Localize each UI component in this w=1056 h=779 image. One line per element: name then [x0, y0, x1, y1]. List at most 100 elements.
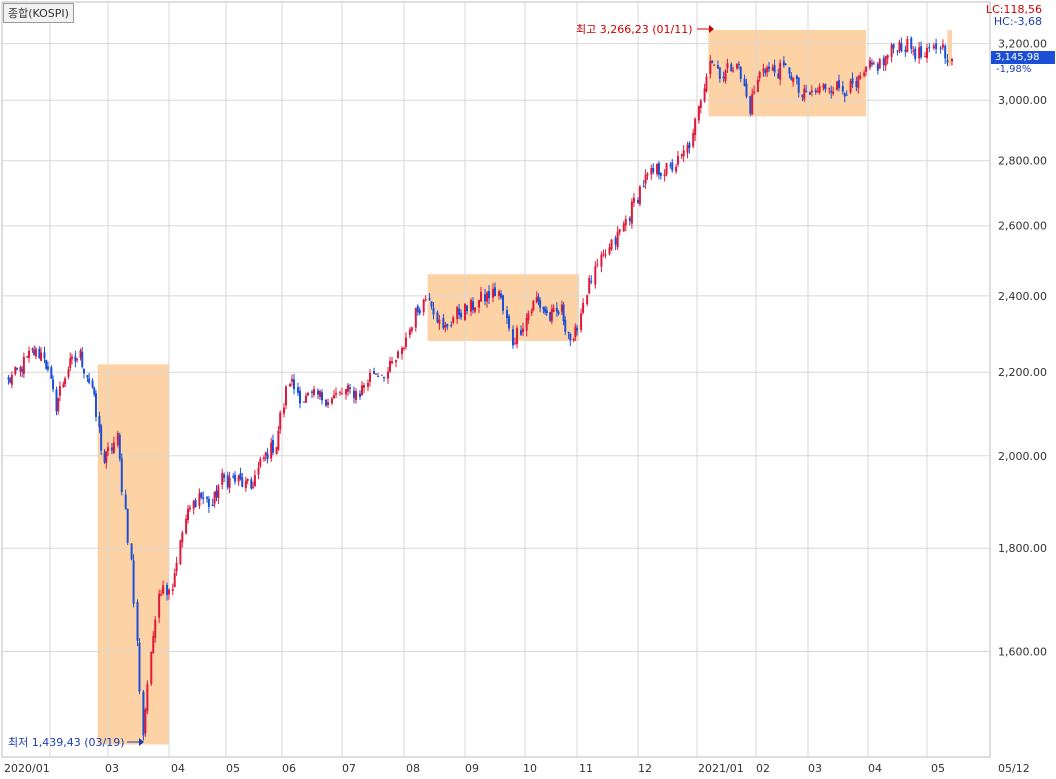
candle-341 — [914, 46, 917, 62]
candle-118 — [311, 389, 313, 399]
candle-329 — [882, 55, 885, 72]
candle-353 — [951, 58, 953, 66]
candle-268 — [718, 67, 721, 83]
candle-43 — [110, 442, 113, 455]
candle-180 — [484, 288, 486, 306]
candle-138 — [367, 379, 369, 392]
candle-320 — [857, 74, 860, 94]
candle-313 — [837, 74, 840, 92]
candle-102 — [266, 448, 269, 464]
candle-39 — [100, 423, 103, 456]
candle-152 — [404, 332, 407, 350]
candle-149 — [397, 349, 399, 359]
candle-217 — [576, 324, 578, 336]
candle-46 — [118, 432, 121, 462]
candle-69 — [181, 530, 184, 548]
candle-170 — [456, 306, 459, 324]
chart-legend[interactable]: 종합(KOSPI) — [3, 3, 74, 23]
y-tick-label-2: 2,000.00 — [998, 450, 1047, 463]
candle-265 — [711, 60, 714, 64]
candle-174 — [466, 304, 468, 315]
candle-323 — [865, 66, 868, 76]
low-annotation: 최저 1,439,43 (03/19) — [8, 736, 125, 749]
candle-204 — [545, 306, 548, 316]
candle-56 — [146, 680, 149, 715]
candle-109 — [285, 385, 287, 410]
candle-44 — [112, 436, 115, 455]
candle-300 — [803, 84, 806, 102]
candle-156 — [416, 304, 419, 316]
candle-310 — [830, 85, 833, 99]
candle-331 — [886, 54, 889, 65]
candle-326 — [872, 60, 875, 65]
last-change-label: -1,98% — [996, 64, 1032, 75]
candle-45 — [116, 430, 119, 448]
last-price-tag: 3,145,98 — [991, 51, 1055, 64]
candle-68 — [179, 539, 182, 566]
candle-203 — [544, 305, 547, 316]
candle-40 — [103, 448, 106, 465]
candle-154 — [410, 326, 413, 334]
candle-260 — [697, 105, 700, 124]
candle-148 — [395, 359, 397, 368]
candle-351 — [944, 44, 947, 65]
candle-194 — [522, 322, 524, 337]
candle-211 — [562, 301, 565, 326]
candle-206 — [550, 304, 553, 325]
candle-176 — [472, 297, 474, 314]
highlight-range-3 — [708, 30, 867, 117]
candle-48 — [124, 489, 127, 510]
candle-222 — [590, 275, 593, 285]
x-tick-label-3: 05 — [226, 762, 240, 775]
candle-64 — [168, 588, 170, 600]
candle-141 — [375, 373, 377, 375]
candle-94 — [246, 478, 249, 485]
candle-247 — [659, 172, 662, 180]
candle-126 — [333, 389, 335, 400]
candle-82 — [215, 485, 218, 502]
candle-255 — [682, 145, 685, 162]
candle-343 — [920, 41, 923, 60]
candle-93 — [244, 476, 247, 492]
candle-172 — [460, 309, 463, 320]
candle-187 — [502, 294, 504, 315]
candle-212 — [564, 316, 567, 336]
y-tick-label-6: 2,800.00 — [998, 155, 1047, 168]
candle-347 — [932, 42, 935, 51]
candle-110 — [289, 382, 291, 387]
candle-325 — [870, 58, 873, 68]
candle-19 — [52, 375, 55, 393]
candle-258 — [692, 128, 695, 149]
candle-305 — [816, 87, 819, 93]
candle-238 — [637, 197, 639, 205]
candle-116 — [305, 392, 307, 403]
candle-321 — [859, 72, 862, 80]
candle-272 — [730, 62, 733, 72]
candle-73 — [192, 499, 195, 515]
candle-233 — [622, 221, 625, 232]
candle-81 — [213, 491, 216, 508]
candle-193 — [520, 325, 522, 336]
candle-278 — [745, 78, 748, 99]
highlight-range-4 — [947, 30, 952, 66]
candle-50 — [130, 543, 133, 561]
candle-125 — [331, 396, 333, 406]
candle-277 — [743, 74, 746, 87]
candle-346 — [928, 43, 931, 53]
candle-163 — [436, 310, 439, 324]
candle-87 — [228, 472, 231, 494]
candle-0 — [7, 375, 10, 385]
candle-191 — [514, 337, 516, 346]
candle-49 — [126, 508, 129, 545]
candle-218 — [580, 308, 583, 333]
x-tick-label-9: 11 — [579, 762, 593, 775]
candle-201 — [539, 297, 542, 313]
candle-2 — [10, 371, 13, 389]
candle-55 — [144, 707, 147, 737]
candle-113 — [297, 382, 299, 397]
candle-123 — [325, 398, 327, 408]
candle-333 — [892, 43, 895, 54]
candle-237 — [632, 192, 635, 208]
candle-35 — [91, 378, 94, 389]
